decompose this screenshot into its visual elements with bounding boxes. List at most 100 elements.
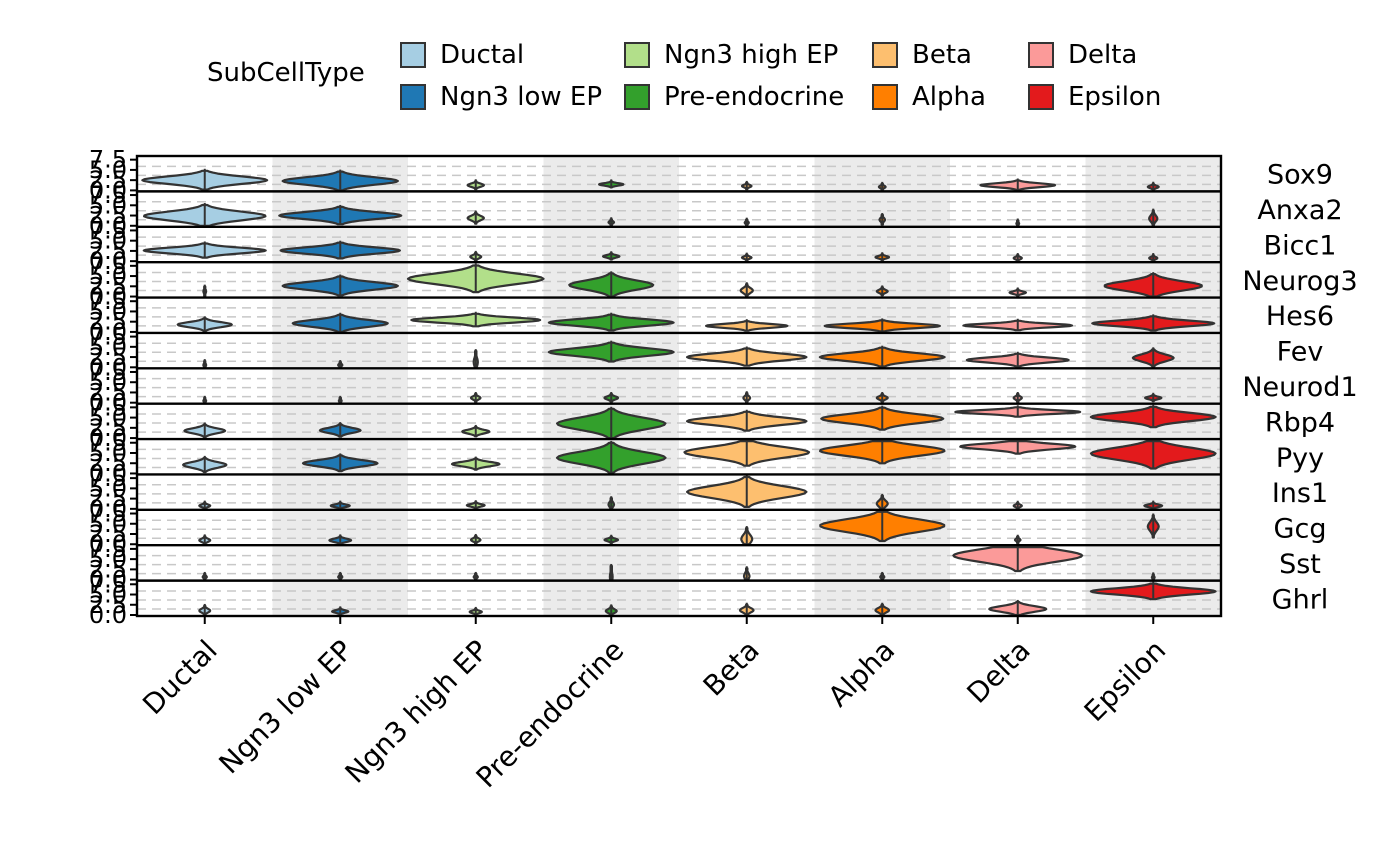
y-tick-label: 2.5 xyxy=(89,449,127,477)
y-tick-label: 2.5 xyxy=(89,414,127,442)
legend-swatch xyxy=(624,42,650,68)
legend-title: SubCellType xyxy=(207,58,365,88)
legend-item: Alpha xyxy=(872,82,986,112)
legend-swatch xyxy=(872,84,898,110)
x-tick-label: Ngn3 high EP xyxy=(339,634,495,790)
legend-label: Ngn3 high EP xyxy=(664,40,839,70)
y-tick-label: 7.5 xyxy=(89,570,127,598)
legend-label: Beta xyxy=(912,40,972,70)
y-tick-label: 5.0 xyxy=(89,191,127,219)
gene-row-pyy xyxy=(182,439,1217,474)
gene-label: Fev xyxy=(1277,337,1324,368)
gene-label: Hes6 xyxy=(1266,301,1334,332)
gene-label: Pyy xyxy=(1276,443,1324,474)
y-tick-label: 0.0 xyxy=(89,566,127,594)
gene-label: Anxa2 xyxy=(1257,195,1342,226)
y-tick-label: 5.0 xyxy=(89,333,127,361)
y-tick-label: 2.5 xyxy=(89,591,127,619)
y-tick-label: 5.0 xyxy=(89,227,127,255)
y-tick-label: 2.5 xyxy=(89,308,127,336)
y-tick-label: 7.5 xyxy=(89,464,127,492)
legend-swatch xyxy=(1028,84,1054,110)
y-tick-label: 0.0 xyxy=(89,212,127,240)
gene-label: Ghrl xyxy=(1272,584,1329,615)
legend-label: Ductal xyxy=(440,40,525,70)
gene-label: Neurog3 xyxy=(1242,266,1357,297)
y-tick-label: 2.5 xyxy=(89,555,127,583)
legend-swatch xyxy=(400,42,426,68)
legend-item: Delta xyxy=(1028,40,1137,70)
y-tick-label: 7.5 xyxy=(89,393,127,421)
y-tick-label: 2.5 xyxy=(89,237,127,265)
y-tick-label: 2.5 xyxy=(89,378,127,406)
y-tick-label: 5.0 xyxy=(89,297,127,325)
legend-swatch xyxy=(1028,42,1054,68)
gene-row-hes6 xyxy=(176,311,1216,333)
y-tick-label: 0.0 xyxy=(89,176,127,204)
gene-label: Gcg xyxy=(1274,514,1327,545)
y-tick-label: 0.0 xyxy=(89,495,127,523)
panel-border xyxy=(135,154,1223,618)
y-tick-label: 5.0 xyxy=(89,368,127,396)
gene-row-ins1 xyxy=(198,475,1164,510)
x-tick-label: Beta xyxy=(697,634,766,703)
y-tick-label: 0.0 xyxy=(89,424,127,452)
y-tick-label: 7.5 xyxy=(89,216,127,244)
legend-item: Epsilon xyxy=(1028,82,1161,112)
x-tick-label: Delta xyxy=(961,634,1037,710)
y-tick-label: 5.0 xyxy=(89,156,127,184)
legend-label: Epsilon xyxy=(1068,82,1162,112)
y-tick-label: 7.5 xyxy=(89,358,127,386)
y-tick-label: 7.5 xyxy=(89,535,127,563)
x-tick-label: Ngn3 low EP xyxy=(212,634,359,781)
y-tick-label: 2.5 xyxy=(89,343,127,371)
gene-label: Ins1 xyxy=(1272,478,1328,509)
y-tick-label: 2.5 xyxy=(89,520,127,548)
gene-label: Sst xyxy=(1279,549,1321,580)
y-tick-label: 2.5 xyxy=(89,166,127,194)
gene-label: Rbp4 xyxy=(1265,407,1335,438)
column-shade xyxy=(1085,156,1221,616)
legend-item: Ductal xyxy=(400,40,524,70)
legend-label: Delta xyxy=(1068,40,1138,70)
gene-label: Sox9 xyxy=(1267,160,1333,191)
y-tick-label: 2.5 xyxy=(89,485,127,513)
y-tick-label: 7.5 xyxy=(89,252,127,280)
legend-label: Alpha xyxy=(912,82,986,112)
legend-swatch xyxy=(400,84,426,110)
legend-item: Pre-endocrine xyxy=(624,82,844,112)
y-tick-label: 0.0 xyxy=(89,283,127,311)
gene-label: Bicc1 xyxy=(1264,230,1337,261)
y-tick-label: 2.5 xyxy=(89,272,127,300)
legend-item: Ngn3 high EP xyxy=(624,40,838,70)
gene-row-neurog3 xyxy=(202,263,1203,298)
y-tick-label: 0.0 xyxy=(89,601,127,629)
gene-row-bicc1 xyxy=(142,240,1159,263)
y-tick-label: 7.5 xyxy=(89,146,127,174)
y-tick-label: 0.0 xyxy=(89,459,127,487)
legend-swatch xyxy=(872,42,898,68)
gene-label: Neurod1 xyxy=(1242,372,1357,403)
legend-label: Ngn3 low EP xyxy=(440,82,603,112)
y-tick-label: 5.0 xyxy=(89,262,127,290)
y-tick-label: 7.5 xyxy=(89,323,127,351)
y-tick-label: 7.5 xyxy=(89,500,127,528)
y-tick-label: 2.5 xyxy=(89,202,127,230)
y-tick-label: 0.0 xyxy=(89,247,127,275)
y-tick-label: 7.5 xyxy=(89,287,127,315)
y-tick-label: 7.5 xyxy=(89,181,127,209)
legend-label: Pre-endocrine xyxy=(664,82,845,112)
legend-swatch xyxy=(624,84,650,110)
y-tick-label: 0.0 xyxy=(89,530,127,558)
legend-item: Ngn3 low EP xyxy=(400,82,602,112)
y-tick-label: 5.0 xyxy=(89,581,127,609)
x-tick-label: Epsilon xyxy=(1078,634,1172,728)
y-tick-label: 5.0 xyxy=(89,404,127,432)
gene-row-neurod1 xyxy=(202,391,1163,404)
x-tick-label: Ductal xyxy=(136,634,223,721)
y-tick-label: 5.0 xyxy=(89,545,127,573)
y-tick-label: 0.0 xyxy=(89,353,127,381)
y-tick-label: 5.0 xyxy=(89,474,127,502)
legend-item: Beta xyxy=(872,40,972,70)
